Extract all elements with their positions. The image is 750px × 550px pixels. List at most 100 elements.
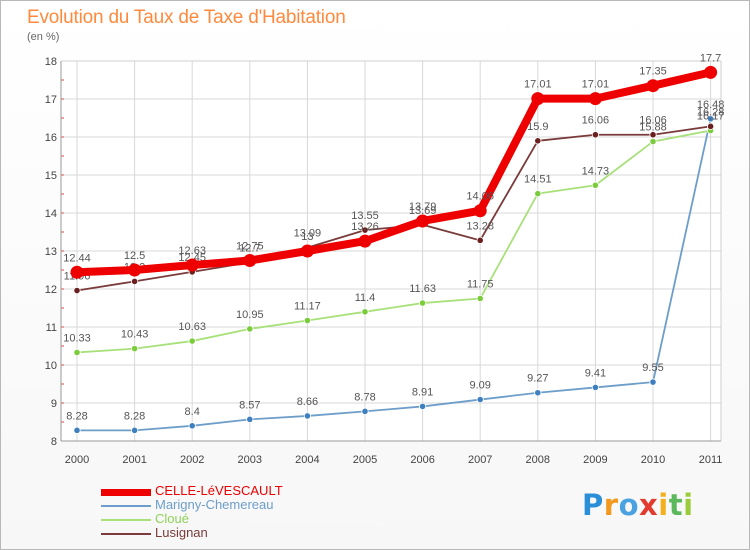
data-point-celle-levescault <box>243 254 257 267</box>
data-label-marigny-chemereau: 9.41 <box>585 367 606 379</box>
data-point-celle-levescault <box>70 265 84 279</box>
data-label-lusignan: 13.28 <box>466 220 494 232</box>
proxiti-logo: Proxiti <box>582 488 694 522</box>
data-label-cloue: 11.4 <box>355 292 376 304</box>
data-label-lusignan: 16.06 <box>639 115 667 127</box>
data-label-marigny-chemereau: 8.66 <box>297 396 318 408</box>
chart-subtitle: (en %) <box>27 31 60 43</box>
y-tick-label: 9 <box>51 398 57 410</box>
data-label-lusignan: 12.7 <box>239 242 260 254</box>
legend-item: Marigny-Chemereau <box>101 497 361 512</box>
legend-item: Lusignan <box>101 525 361 540</box>
data-point-celle-levescault <box>185 258 199 272</box>
data-label-marigny-chemereau: 9.55 <box>642 362 663 374</box>
data-point-marigny-chemereau <box>418 402 427 411</box>
data-point-marigny-chemereau <box>534 389 542 397</box>
logo-letter: t <box>668 488 684 522</box>
data-label-cloue: 10.43 <box>121 329 149 341</box>
y-tick-label: 17 <box>45 94 57 106</box>
data-point-marigny-chemereau <box>188 422 196 430</box>
data-point-marigny-chemereau <box>649 378 657 386</box>
x-tick-label: 2008 <box>526 454 550 466</box>
data-label-celle-levescault: 17.01 <box>524 79 552 91</box>
data-point-marigny-chemereau <box>476 395 484 404</box>
data-label-celle-levescault: 17.35 <box>639 66 667 78</box>
data-point-cloue <box>131 345 139 353</box>
data-label-celle-levescault: 12.75 <box>236 241 264 253</box>
data-label-celle-levescault: 14.06 <box>466 191 494 203</box>
data-label-marigny-chemereau: 8.28 <box>66 410 87 422</box>
x-tick-label: 2010 <box>641 454 665 466</box>
data-label-celle-levescault: 12.63 <box>178 245 206 257</box>
data-point-cloue <box>303 316 311 325</box>
data-label-cloue: 11.63 <box>409 283 436 295</box>
logo-letter: x <box>639 488 659 522</box>
logo-letter: i <box>658 488 669 522</box>
data-point-lusignan <box>534 137 542 145</box>
chart-legend: CELLE-LéVESCAULT Marigny-Chemereau Cloué Lu… <box>101 483 361 540</box>
data-label-cloue: 10.95 <box>236 309 264 321</box>
data-point-celle-levescault <box>473 204 487 218</box>
x-tick-label: 2007 <box>468 454 492 466</box>
data-label-cloue: 14.73 <box>582 165 610 177</box>
data-point-marigny-chemereau <box>131 426 139 434</box>
series-line-marigny-chemereau <box>76 117 712 432</box>
data-label-lusignan: 16.28 <box>697 106 725 118</box>
y-tick-label: 12 <box>45 284 57 296</box>
legend-label: CELLE-LéVESCAULT <box>155 483 283 498</box>
data-label-cloue: 11.75 <box>467 279 494 291</box>
legend-swatch <box>101 519 151 521</box>
data-point-marigny-chemereau <box>361 407 369 415</box>
data-label-celle-levescault: 13.79 <box>409 201 437 213</box>
data-point-marigny-chemereau <box>591 383 600 392</box>
data-point-lusignan <box>73 286 81 295</box>
data-point-celle-levescault <box>358 234 372 248</box>
x-tick-label: 2006 <box>410 454 434 466</box>
data-point-marigny-chemereau <box>303 412 311 420</box>
data-point-lusignan <box>476 236 484 244</box>
data-label-cloue: 10.33 <box>63 332 91 344</box>
data-point-lusignan <box>649 131 657 139</box>
legend-item: CELLE-LéVESCAULT <box>101 483 361 498</box>
legend-item: Cloué <box>101 511 361 526</box>
legend-label: Cloué <box>155 511 189 526</box>
y-tick-label: 10 <box>45 360 57 372</box>
logo-letter: r <box>603 488 619 522</box>
data-point-marigny-chemereau <box>706 115 715 123</box>
logo-letter: i <box>683 488 694 522</box>
data-point-lusignan <box>361 226 369 234</box>
data-point-cloue <box>361 308 369 316</box>
data-point-celle-levescault <box>128 263 142 277</box>
data-label-lusignan: 13.55 <box>351 210 379 222</box>
data-label-cloue: 15.88 <box>639 122 667 134</box>
data-label-marigny-chemereau: 16.48 <box>697 99 725 111</box>
data-label-marigny-chemereau: 9.27 <box>527 373 548 385</box>
y-tick-label: 15 <box>45 170 57 182</box>
x-tick-label: 2001 <box>122 454 146 466</box>
data-point-lusignan <box>706 122 715 130</box>
data-point-marigny-chemereau <box>246 415 254 423</box>
data-label-celle-levescault: 12.44 <box>63 252 91 264</box>
data-label-lusignan: 13.69 <box>409 205 437 217</box>
data-label-celle-levescault: 12.5 <box>124 250 145 262</box>
x-tick-label: 2011 <box>699 454 723 466</box>
y-tick-label: 14 <box>45 208 57 220</box>
legend-label: Lusignan <box>155 525 208 540</box>
data-point-cloue <box>649 137 657 146</box>
data-label-marigny-chemereau: 8.91 <box>412 386 433 398</box>
y-tick-label: 11 <box>46 322 57 334</box>
data-label-celle-levescault: 13 <box>301 231 313 243</box>
y-tick-label: 18 <box>45 56 57 68</box>
x-tick-label: 2004 <box>295 454 319 466</box>
data-point-cloue <box>418 299 427 307</box>
data-label-cloue: 14.51 <box>524 174 552 186</box>
data-point-celle-levescault <box>416 214 430 228</box>
x-tick-label: 2000 <box>65 454 89 466</box>
data-label-cloue: 10.63 <box>178 321 206 333</box>
y-tick-label: 13 <box>45 246 57 258</box>
data-label-lusignan: 15.9 <box>527 121 548 133</box>
legend-swatch <box>101 488 151 496</box>
x-tick-label: 2003 <box>238 454 262 466</box>
data-point-celle-levescault <box>531 92 545 106</box>
data-label-cloue: 16.17 <box>697 111 725 123</box>
